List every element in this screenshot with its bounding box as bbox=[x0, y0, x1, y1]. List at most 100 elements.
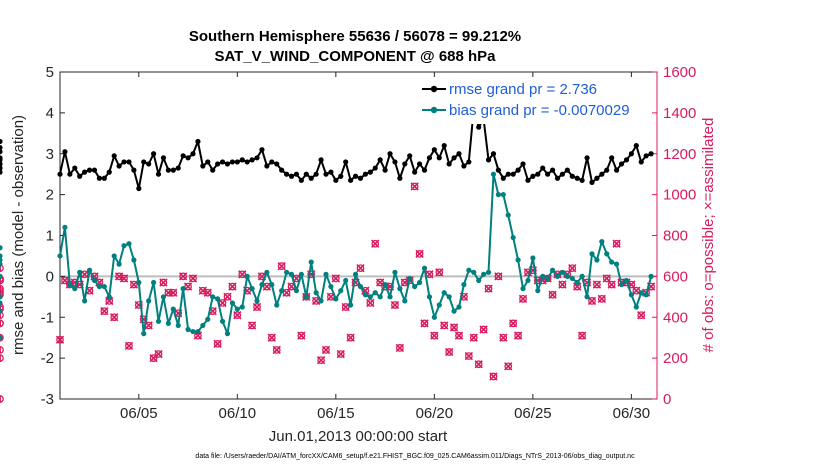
obs-assimilated-marker bbox=[454, 331, 464, 340]
obs-count-point bbox=[558, 280, 567, 289]
obs-possible-marker bbox=[578, 331, 586, 340]
rmse-point bbox=[308, 175, 314, 181]
obs-count-point bbox=[346, 333, 355, 342]
obs-possible-marker bbox=[346, 333, 355, 342]
y2-tick-label: 200 bbox=[663, 350, 688, 367]
rmse-point bbox=[205, 159, 211, 165]
obs-possible-marker bbox=[593, 280, 601, 289]
bias-point bbox=[283, 269, 290, 275]
obs-count-point bbox=[193, 331, 203, 340]
rmse-point bbox=[0, 138, 3, 145]
rmse-point bbox=[155, 171, 162, 177]
rmse-point bbox=[131, 167, 137, 173]
bias-point bbox=[372, 290, 378, 296]
y-tick-label: 0 bbox=[46, 268, 54, 285]
bias-point bbox=[436, 302, 442, 308]
bias-point bbox=[131, 257, 137, 263]
obs-assimilated-marker bbox=[484, 284, 493, 293]
obs-assimilated-marker bbox=[597, 294, 606, 304]
rmse-point bbox=[397, 175, 403, 181]
obs-assimilated-marker bbox=[435, 268, 444, 277]
bias-point bbox=[564, 273, 570, 279]
obs-assimilated-marker bbox=[494, 272, 503, 281]
obs-possible-marker bbox=[396, 344, 404, 352]
bias-point bbox=[96, 283, 103, 290]
obs-assimilated-marker bbox=[376, 278, 385, 287]
obs-possible-marker bbox=[391, 301, 399, 309]
obs-assimilated-marker bbox=[504, 362, 513, 371]
rmse-point bbox=[0, 155, 3, 161]
rmse-point bbox=[141, 159, 147, 165]
bias-point bbox=[579, 273, 585, 279]
obs-possible-marker bbox=[612, 239, 621, 248]
rmse-point bbox=[461, 163, 467, 169]
obs-count-point bbox=[252, 302, 262, 312]
obs-assimilated-marker bbox=[509, 319, 518, 328]
rmse-point bbox=[116, 163, 122, 169]
bias-point bbox=[510, 234, 516, 241]
x-tick-label: 06/20 bbox=[416, 405, 454, 422]
obs-possible-marker bbox=[263, 282, 271, 291]
obs-possible-marker bbox=[203, 288, 212, 297]
obs-count-point bbox=[154, 349, 163, 359]
obs-possible-marker bbox=[307, 270, 316, 279]
rmse-point bbox=[604, 167, 610, 173]
rmse-point bbox=[249, 157, 255, 163]
obs-count-point bbox=[223, 292, 232, 301]
bias-point bbox=[150, 279, 157, 286]
y-tick-label: 4 bbox=[46, 105, 54, 122]
x-tick-label: 06/25 bbox=[514, 405, 552, 422]
obs-possible-marker bbox=[484, 284, 493, 293]
obs-assimilated-marker bbox=[321, 345, 331, 355]
obs-assimilated-marker bbox=[499, 333, 508, 342]
bias-point bbox=[234, 306, 240, 312]
obs-count-point bbox=[331, 274, 341, 283]
obs-possible-marker bbox=[277, 262, 286, 271]
bias-series bbox=[0, 171, 654, 341]
obs-count-point bbox=[178, 272, 188, 281]
bias-point bbox=[269, 281, 275, 288]
obs-assimilated-marker bbox=[474, 360, 483, 369]
obs-count-point bbox=[0, 346, 4, 354]
obs-assimilated-marker bbox=[410, 182, 419, 191]
rmse-point bbox=[0, 169, 3, 175]
bias-point bbox=[338, 288, 344, 294]
rmse-point bbox=[190, 151, 196, 157]
obs-count-point bbox=[489, 372, 498, 381]
bias-point bbox=[170, 306, 176, 312]
obs-possible-marker bbox=[494, 272, 503, 281]
obs-count-point bbox=[0, 311, 4, 320]
obs-count-point bbox=[607, 280, 616, 289]
obs-possible-marker bbox=[415, 250, 424, 258]
obs-possible-marker bbox=[297, 331, 306, 340]
obs-possible-marker bbox=[0, 311, 4, 320]
y2-tick-label: 400 bbox=[663, 309, 688, 326]
bias-point bbox=[343, 277, 349, 284]
obs-possible-marker bbox=[479, 325, 488, 334]
bias-point bbox=[195, 328, 201, 335]
obs-count-point bbox=[356, 264, 365, 273]
bias-point bbox=[638, 290, 644, 296]
bias-point bbox=[229, 300, 236, 306]
obs-possible-marker bbox=[499, 333, 508, 342]
bias-point bbox=[219, 318, 226, 324]
obs-possible-marker bbox=[56, 335, 64, 344]
obs-count-point bbox=[0, 333, 4, 342]
obs-count-point bbox=[218, 298, 227, 308]
obs-count-point bbox=[484, 284, 493, 293]
rmse-point bbox=[180, 153, 186, 159]
bias-point bbox=[0, 261, 3, 267]
obs-assimilated-marker bbox=[228, 282, 237, 291]
rmse-point bbox=[510, 171, 516, 177]
y-tick-label: -1 bbox=[41, 309, 54, 326]
x-tick-label: 06/30 bbox=[613, 405, 651, 422]
chart-subtitle: SAT_V_WIND_COMPONENT @ 688 hPa bbox=[214, 48, 496, 65]
obs-count-point bbox=[0, 354, 4, 362]
obs-possible-marker bbox=[637, 311, 646, 320]
obs-assimilated-marker bbox=[208, 306, 217, 316]
obs-assimilated-marker bbox=[489, 372, 498, 381]
rmse-point bbox=[574, 175, 580, 181]
y-tick-label: 3 bbox=[46, 146, 54, 163]
obs-possible-marker bbox=[164, 288, 173, 297]
bias-point bbox=[476, 277, 482, 284]
